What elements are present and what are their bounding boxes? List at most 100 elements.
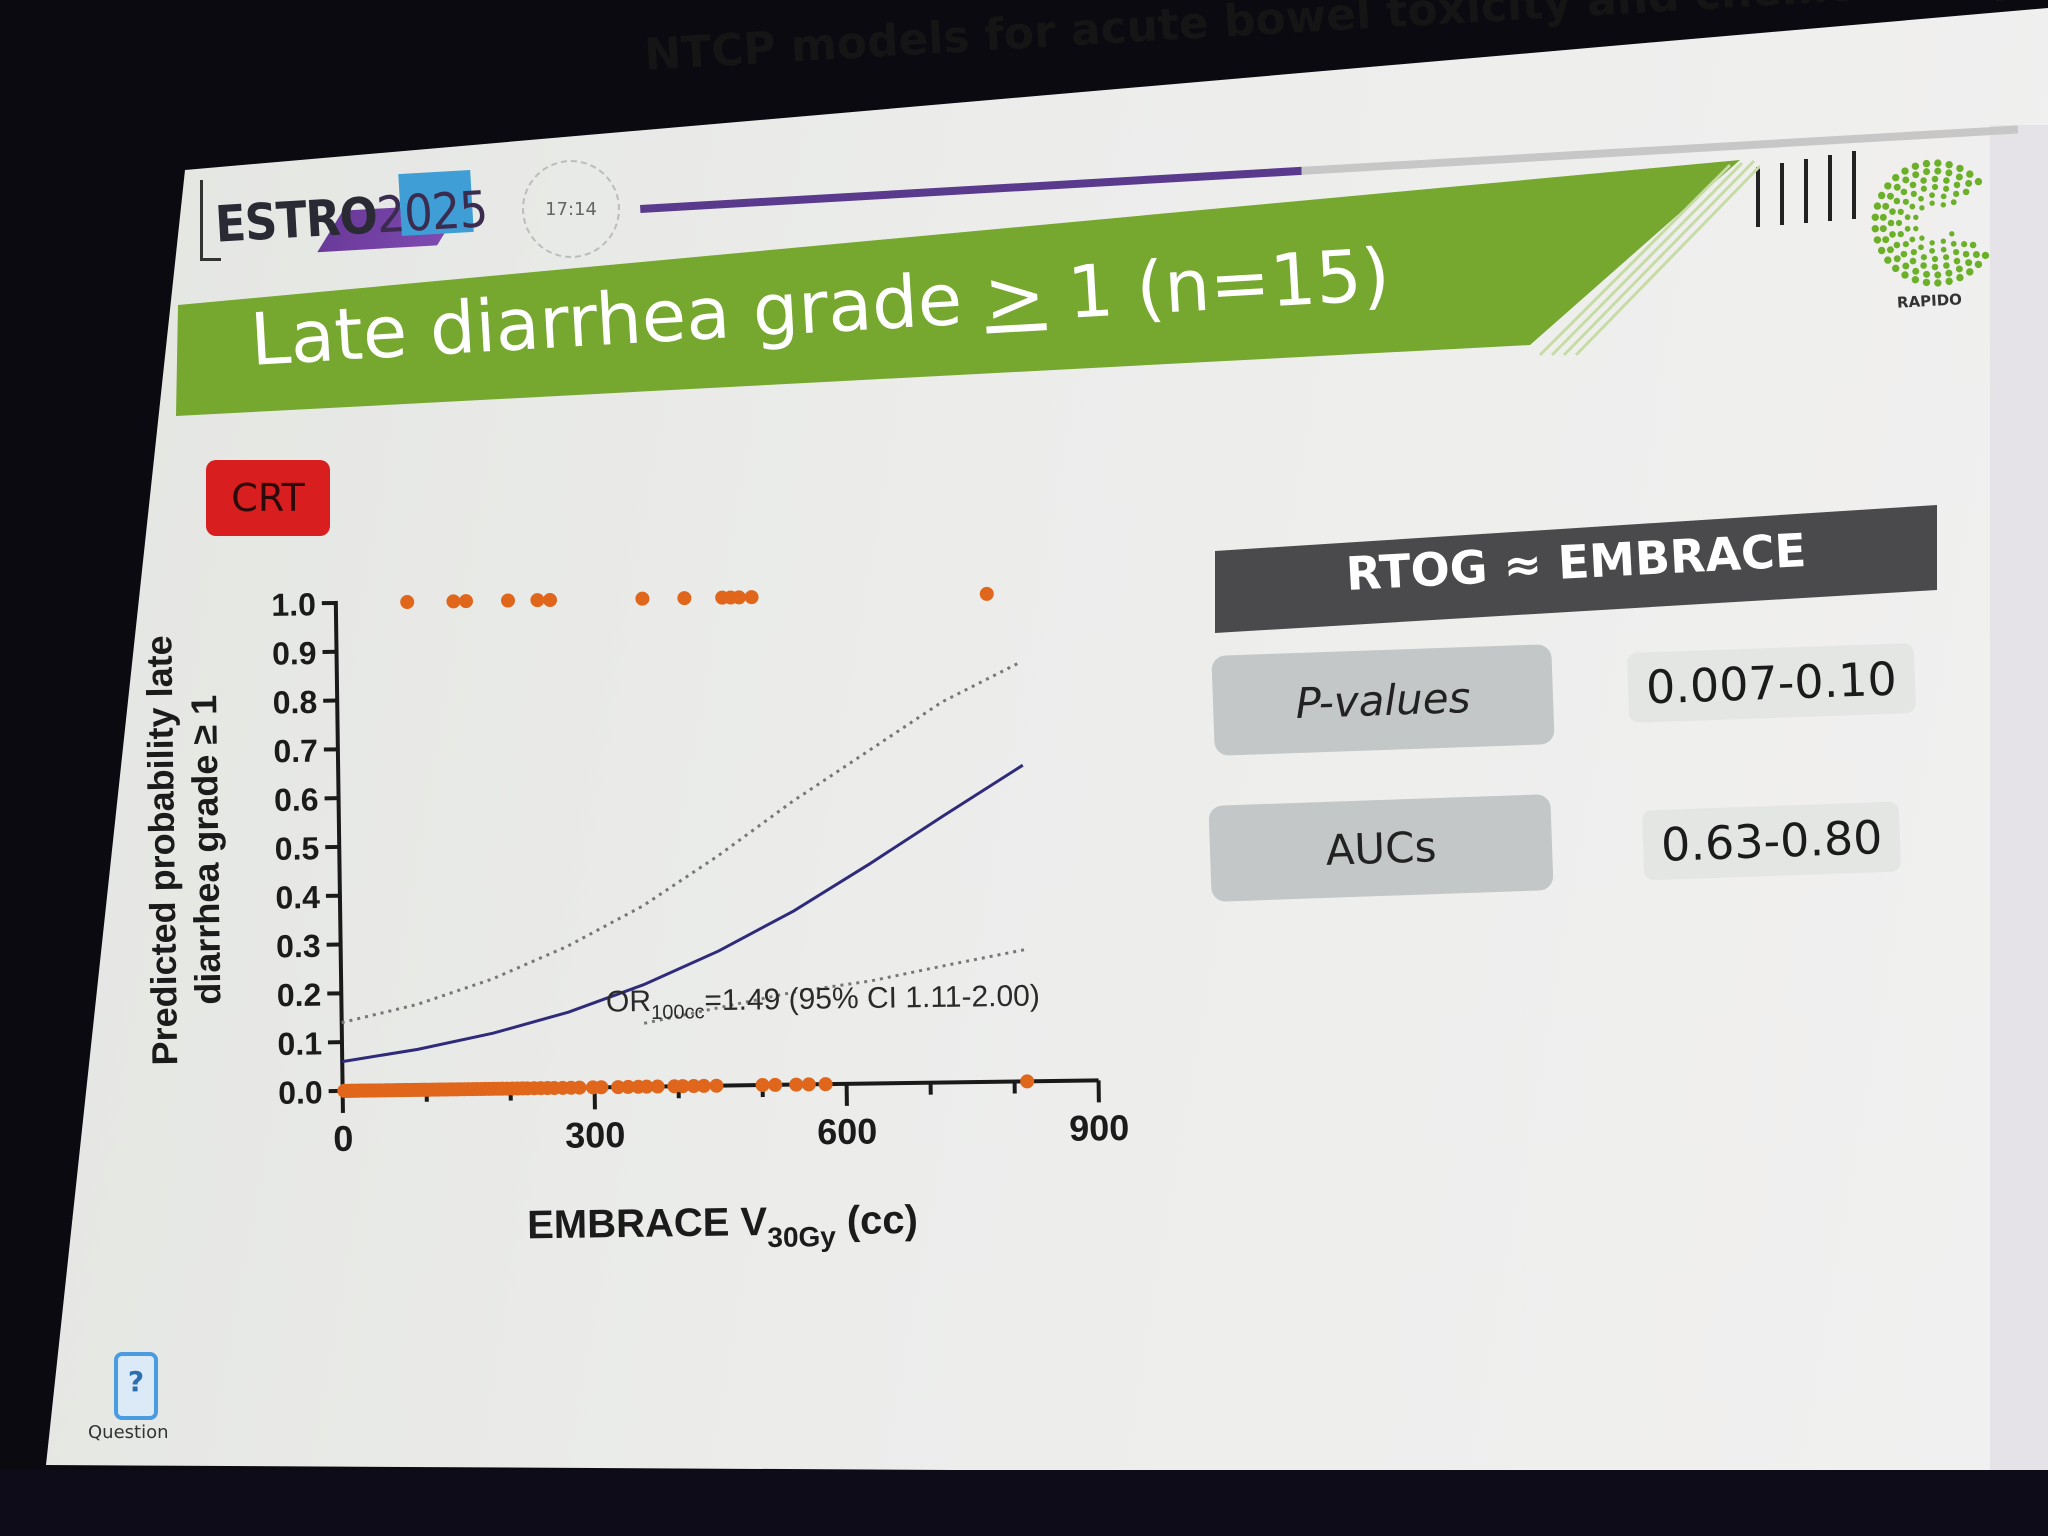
data-point-no-event <box>789 1077 804 1092</box>
y-tick-label: 0.7 <box>273 733 318 770</box>
x-tick-label: 900 <box>1069 1107 1130 1149</box>
rapido-dot <box>1981 251 1990 260</box>
data-point-no-event <box>611 1080 626 1095</box>
y-tick-label: 0.9 <box>272 635 317 672</box>
rapido-dot <box>1897 231 1904 238</box>
rapido-dot <box>1934 271 1942 279</box>
rapido-dot <box>1943 254 1950 261</box>
x-tick-label: 600 <box>817 1110 878 1152</box>
rapido-dot <box>1913 225 1919 232</box>
rapido-dot <box>1920 254 1927 261</box>
clock-badge: 17:14 <box>522 160 620 258</box>
rapido-dot <box>1912 267 1920 275</box>
rapido-dot <box>1918 244 1924 251</box>
y-tick-label: 0.0 <box>278 1074 323 1111</box>
rapido-dot <box>1912 171 1920 179</box>
rapido-dot <box>1879 213 1887 221</box>
rapido-dot <box>1909 236 1916 243</box>
rapido-dot <box>1920 177 1927 184</box>
rapido-dot <box>1940 193 1947 200</box>
stage-bottom-edge <box>0 1470 2048 1536</box>
rapido-dot <box>1972 250 1980 258</box>
data-point-no-event <box>818 1077 833 1092</box>
question-label[interactable]: Question <box>88 1422 169 1443</box>
rapido-dot <box>1884 182 1892 190</box>
annotation-suffix: =1.49 (95% CI 1.11-2.00) <box>704 980 1040 1018</box>
rapido-logo-icon <box>1871 159 1990 287</box>
rapido-dot <box>1871 213 1879 221</box>
data-point-event <box>635 591 650 606</box>
rapido-dot <box>1929 192 1935 199</box>
rapido-dot <box>1950 240 1957 247</box>
rapido-dot <box>1901 167 1909 175</box>
rapido-dot <box>1965 259 1973 267</box>
data-point-no-event <box>650 1079 665 1094</box>
rapido-dot <box>1945 160 1953 169</box>
data-point-no-event <box>696 1078 711 1093</box>
data-point-no-event <box>1020 1074 1035 1089</box>
data-point-event <box>543 592 558 607</box>
rapido-dot <box>1882 236 1890 244</box>
x-tick-label: 0 <box>333 1118 354 1159</box>
rapido-dot <box>1873 202 1882 210</box>
odds-ratio-annotation: OR100cc=1.49 (95% CI 1.11-2.00) <box>606 980 1040 1025</box>
rapido-dot <box>1949 231 1955 237</box>
rapido-dot <box>1895 219 1903 227</box>
rapido-dot <box>1910 190 1917 197</box>
y-tick-label: 0.6 <box>274 781 319 818</box>
rapido-dot <box>1934 159 1942 167</box>
x-axis-label-main: EMBRACE V <box>527 1200 768 1247</box>
data-point-event <box>530 593 545 608</box>
rapido-dot <box>1955 173 1963 181</box>
rapido-dot <box>1909 257 1917 265</box>
y-tick-label: 0.4 <box>275 879 320 916</box>
data-point-event <box>446 594 461 609</box>
rapido-dot <box>1889 208 1896 215</box>
rapido-dot <box>1900 188 1908 196</box>
rapido-dot <box>1931 175 1939 183</box>
data-point-no-event <box>572 1080 587 1095</box>
rapido-dot <box>1911 162 1920 170</box>
question-phone-icon[interactable]: ? <box>114 1352 158 1420</box>
rapido-dot <box>1893 183 1901 191</box>
rapido-dot <box>1953 190 1960 197</box>
rapido-dot <box>1892 173 1900 182</box>
y-axis-label: Predicted probability latediarrhea grade… <box>138 634 229 1065</box>
x-axis-label-unit: (cc) <box>835 1198 918 1243</box>
rapido-dot <box>1893 255 1901 263</box>
rapido-dot <box>1934 167 1942 175</box>
x-axis-label: EMBRACE V30Gy (cc) <box>527 1198 918 1256</box>
rapido-dot <box>1882 202 1890 210</box>
rapido-dot <box>1953 181 1961 189</box>
rapido-dot <box>1961 241 1968 248</box>
data-point-event <box>501 593 516 608</box>
rapido-dot <box>1920 185 1927 192</box>
rapido-dot <box>1953 249 1960 256</box>
rapido-dot <box>1929 200 1935 206</box>
data-point-event <box>731 590 746 605</box>
rapido-dot <box>1962 188 1970 196</box>
annotation-subscript: 100cc <box>651 1001 705 1024</box>
data-point-event <box>459 594 474 609</box>
rapido-dot <box>1893 197 1901 205</box>
rapido-dot <box>1929 240 1935 246</box>
rapido-dot <box>1902 176 1910 184</box>
ci-upper-line <box>341 660 1022 1025</box>
data-point-no-event <box>686 1079 701 1094</box>
data-point-event <box>979 586 994 601</box>
crt-badge: CRT <box>206 460 330 536</box>
rapido-dot <box>1909 181 1917 189</box>
rapido-dot <box>1902 262 1910 270</box>
rapido-dot <box>1910 249 1917 256</box>
rapido-dot <box>1943 185 1950 192</box>
y-axis-label-line1: Predicted probability late <box>138 635 185 1066</box>
rapido-dot <box>1934 279 1942 287</box>
data-point-event <box>744 590 759 605</box>
rapido-dot <box>1929 247 1935 254</box>
rapido-dot <box>1887 219 1895 227</box>
rapido-dot <box>1955 265 1963 273</box>
data-point-no-event <box>709 1078 724 1093</box>
y-tick-label: 0.8 <box>272 684 317 721</box>
rapido-dot <box>1966 268 1974 276</box>
